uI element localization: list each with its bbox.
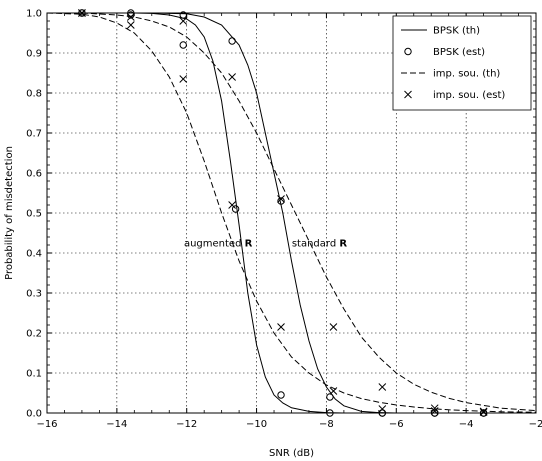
x-tick-label: −6 bbox=[389, 419, 404, 430]
legend-label: imp. sou. (est) bbox=[433, 90, 505, 101]
x-marker-stroke bbox=[179, 17, 188, 25]
legend-label: BPSK (th) bbox=[433, 26, 480, 37]
x-marker-stroke bbox=[277, 323, 285, 331]
series-line-imp-sou-th bbox=[47, 12, 536, 413]
y-axis-label: Probability of misdetection bbox=[4, 146, 15, 280]
legend-box bbox=[392, 15, 532, 111]
x-marker-stroke bbox=[228, 73, 236, 81]
grid-layer bbox=[47, 13, 536, 413]
data-point-imp-sou-est bbox=[329, 387, 338, 395]
x-marker-stroke bbox=[329, 387, 338, 395]
legend: BPSK (th) BPSK (est) imp. sou. (th) imp. so… bbox=[392, 15, 532, 111]
x-marker-stroke bbox=[404, 90, 412, 99]
annotation-label: standard R bbox=[292, 239, 348, 250]
data-point-imp-sou-est bbox=[378, 383, 387, 391]
axes-layer: −16 −14 −12 −10 −8 −6 −4 −2 0.0 0.1 0.2 0.3 0.4 0.5 0.… bbox=[26, 9, 542, 431]
y-tick-label: 0.0 bbox=[26, 409, 42, 420]
legend-marker bbox=[404, 90, 412, 99]
annotation-prefix: augmented bbox=[184, 239, 245, 250]
y-tick-label: 0.6 bbox=[26, 169, 42, 180]
data-point-bpsk-est bbox=[231, 205, 240, 213]
data-point-imp-sou-est bbox=[277, 323, 285, 331]
data-point-bpsk-est bbox=[228, 37, 236, 45]
y-tick-label: 1.0 bbox=[26, 9, 42, 20]
data-point-imp-sou-est bbox=[228, 73, 236, 81]
x-tick-label: −16 bbox=[36, 419, 57, 430]
x-tick-label: −4 bbox=[459, 419, 474, 430]
x-marker-stroke bbox=[378, 383, 387, 391]
data-point-imp-sou-est bbox=[378, 405, 387, 413]
x-marker-stroke bbox=[277, 195, 285, 203]
annotation-label: augmented R bbox=[184, 239, 253, 250]
data-point-imp-sou-est bbox=[126, 21, 135, 29]
data-point-imp-sou-est bbox=[228, 201, 236, 209]
series-line-imp-sou-th bbox=[81, 12, 536, 412]
data-point-imp-sou-est bbox=[430, 404, 439, 413]
y-tick-label: 0.5 bbox=[26, 209, 42, 220]
x-tick-label: −8 bbox=[319, 419, 334, 430]
x-marker-stroke bbox=[179, 75, 188, 83]
y-tick-label: 0.2 bbox=[26, 329, 42, 340]
x-axis-label: SNR (dB) bbox=[269, 448, 314, 459]
data-point-imp-sou-est bbox=[179, 17, 188, 25]
data-point-imp-sou-est bbox=[126, 13, 135, 21]
x-marker-stroke bbox=[126, 13, 135, 21]
data-point-imp-sou-est bbox=[329, 323, 338, 331]
y-tick-label: 0.8 bbox=[26, 89, 42, 100]
y-tick-label: 0.4 bbox=[26, 249, 42, 260]
data-point-imp-sou-est bbox=[179, 75, 188, 83]
y-tick-label: 0.1 bbox=[26, 369, 42, 380]
y-tick-label: 0.7 bbox=[26, 129, 42, 140]
annotation-bold: R bbox=[245, 239, 253, 250]
legend-label: imp. sou. (th) bbox=[433, 69, 500, 80]
legend-marker bbox=[404, 47, 412, 56]
x-tick-label: −12 bbox=[176, 419, 197, 430]
annotation-bold: R bbox=[339, 239, 347, 250]
y-tick-label: 0.3 bbox=[26, 289, 42, 300]
y-tick-label: 0.9 bbox=[26, 49, 42, 60]
data-point-bpsk-est bbox=[277, 197, 285, 205]
x-tick-label: −10 bbox=[246, 419, 267, 430]
annotation-prefix: standard bbox=[292, 239, 340, 250]
x-tick-label: −2 bbox=[529, 419, 542, 430]
data-point-bpsk-est bbox=[326, 393, 334, 401]
data-point-bpsk-est bbox=[179, 41, 187, 49]
data-point-imp-sou-est bbox=[277, 195, 285, 203]
x-tick-label: −14 bbox=[106, 419, 127, 430]
x-marker-stroke bbox=[228, 201, 236, 209]
x-marker-stroke bbox=[430, 404, 439, 413]
x-marker-stroke bbox=[329, 323, 338, 331]
data-point-bpsk-est bbox=[277, 391, 285, 399]
x-marker-stroke bbox=[126, 21, 135, 29]
legend-label: BPSK (est) bbox=[433, 47, 485, 58]
x-marker-stroke bbox=[378, 405, 387, 413]
